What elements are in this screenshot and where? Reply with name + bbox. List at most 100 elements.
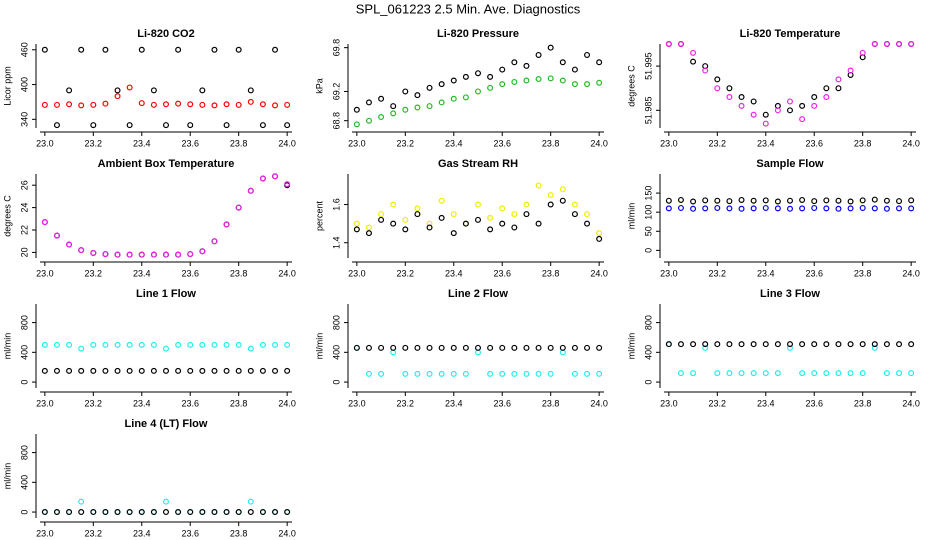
- data-point: [353, 220, 360, 227]
- data-point: [847, 370, 854, 377]
- data-point: [175, 251, 182, 258]
- data-point: [847, 341, 854, 348]
- data-point: [547, 370, 554, 377]
- data-point: [475, 201, 482, 208]
- data-point: [908, 370, 915, 377]
- data-point: [511, 344, 518, 351]
- data-point: [799, 341, 806, 348]
- x-tick-label: 23.0: [660, 138, 678, 148]
- data-point: [235, 46, 242, 53]
- y-tick-label: 20: [19, 247, 29, 257]
- y-axis-label: degrees C: [2, 195, 12, 237]
- data-point: [847, 198, 854, 205]
- data-point: [799, 205, 806, 212]
- data-point: [511, 78, 518, 85]
- data-point: [163, 101, 170, 108]
- data-point: [78, 46, 85, 53]
- data-point: [750, 98, 757, 105]
- x-tick-label: 23.6: [805, 398, 823, 408]
- data-point: [41, 341, 48, 348]
- data-point: [811, 94, 818, 101]
- data-point: [859, 370, 866, 377]
- data-point: [114, 367, 121, 374]
- y-tick-label: 69.2: [331, 83, 341, 101]
- data-point: [259, 101, 266, 108]
- data-point: [235, 204, 242, 211]
- data-point: [414, 370, 421, 377]
- x-tick-label: 24.0: [590, 138, 608, 148]
- data-point: [786, 107, 793, 114]
- data-point: [284, 509, 291, 516]
- data-point: [677, 40, 684, 47]
- data-point: [102, 100, 109, 107]
- y-axis-label: degrees C: [626, 65, 636, 107]
- y-tick-label: 400: [331, 345, 341, 360]
- x-tick-label: 24.0: [278, 528, 296, 538]
- panel-title: Ambient Box Temperature: [98, 158, 235, 170]
- x-tick-label: 23.6: [493, 398, 511, 408]
- data-point: [66, 101, 73, 108]
- data-point: [690, 58, 697, 65]
- data-point: [762, 370, 769, 377]
- data-point: [665, 341, 672, 348]
- data-point: [499, 205, 506, 212]
- data-point: [66, 341, 73, 348]
- x-tick-label: 23.0: [348, 398, 366, 408]
- data-point: [547, 344, 554, 351]
- data-point: [799, 102, 806, 109]
- data-point: [823, 197, 830, 204]
- x-tick-label: 24.0: [278, 268, 296, 278]
- x-tick-label: 23.0: [660, 398, 678, 408]
- data-point: [559, 59, 566, 66]
- y-tick-label: 22: [19, 225, 29, 235]
- data-point: [908, 40, 915, 47]
- x-tick-label: 23.4: [133, 138, 151, 148]
- data-point: [114, 93, 121, 100]
- data-point: [211, 46, 218, 53]
- data-point: [871, 40, 878, 47]
- data-point: [272, 46, 279, 53]
- data-point: [353, 344, 360, 351]
- x-tick-label: 23.8: [230, 138, 248, 148]
- data-point: [187, 251, 194, 258]
- data-point: [823, 94, 830, 101]
- data-point: [90, 509, 97, 516]
- data-point: [41, 367, 48, 374]
- data-point: [235, 101, 242, 108]
- data-point: [378, 95, 385, 102]
- data-point: [811, 102, 818, 109]
- data-point: [535, 220, 542, 227]
- data-point: [199, 367, 206, 374]
- data-point: [499, 66, 506, 73]
- y-axis-label: ml/min: [626, 203, 636, 230]
- data-point: [571, 370, 578, 377]
- data-point: [665, 197, 672, 204]
- y-tick-label: 51.995: [643, 52, 653, 80]
- data-point: [402, 216, 409, 223]
- y-tick-label: 800: [19, 315, 29, 330]
- data-point: [199, 509, 206, 516]
- data-point: [738, 102, 745, 109]
- data-point: [714, 204, 721, 211]
- data-point: [738, 94, 745, 101]
- y-axis-label: ml/min: [2, 463, 12, 490]
- data-point: [714, 76, 721, 83]
- data-point: [835, 341, 842, 348]
- data-point: [53, 341, 60, 348]
- data-point: [690, 49, 697, 56]
- data-point: [78, 509, 85, 516]
- data-point: [738, 370, 745, 377]
- data-point: [211, 367, 218, 374]
- x-tick-label: 23.0: [660, 268, 678, 278]
- data-point: [426, 344, 433, 351]
- data-point: [859, 341, 866, 348]
- data-point: [859, 197, 866, 204]
- x-tick-label: 23.6: [181, 528, 199, 538]
- data-point: [559, 344, 566, 351]
- data-point: [584, 344, 591, 351]
- data-point: [53, 101, 60, 108]
- data-point: [365, 344, 372, 351]
- y-tick-label: 0: [643, 380, 653, 385]
- data-point: [835, 76, 842, 83]
- data-point: [450, 95, 457, 102]
